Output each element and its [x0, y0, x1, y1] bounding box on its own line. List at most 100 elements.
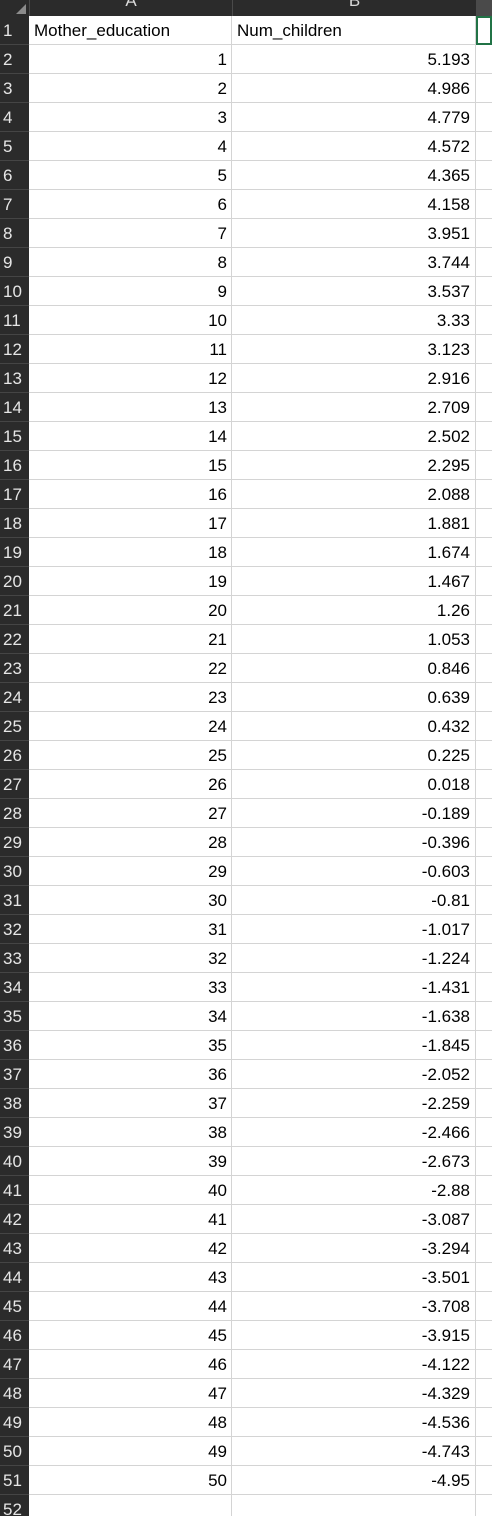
cell-column-c[interactable]: [476, 944, 492, 973]
cell-num-children[interactable]: 4.365: [232, 161, 476, 190]
cell-mother-education[interactable]: 39: [29, 1147, 232, 1176]
cell-mother-education[interactable]: 27: [29, 799, 232, 828]
cell-num-children[interactable]: -1.638: [232, 1002, 476, 1031]
cell-mother-education[interactable]: 20: [29, 596, 232, 625]
selected-cell[interactable]: [476, 16, 492, 45]
row-header[interactable]: 29: [0, 828, 29, 857]
cell-mother-education[interactable]: 11: [29, 335, 232, 364]
cell-column-c[interactable]: [476, 74, 492, 103]
row-header[interactable]: 15: [0, 422, 29, 451]
cell-column-c[interactable]: [476, 451, 492, 480]
cell-mother-education[interactable]: 29: [29, 857, 232, 886]
cell-column-c[interactable]: [476, 654, 492, 683]
cell-mother-education[interactable]: 14: [29, 422, 232, 451]
cell-mother-education[interactable]: 49: [29, 1437, 232, 1466]
row-header[interactable]: 41: [0, 1176, 29, 1205]
row-header[interactable]: 1: [0, 16, 29, 45]
row-header[interactable]: 9: [0, 248, 29, 277]
row-header[interactable]: 36: [0, 1031, 29, 1060]
cell-column-c[interactable]: [476, 1321, 492, 1350]
cell-mother-education[interactable]: 3: [29, 103, 232, 132]
column-header-a[interactable]: A: [29, 0, 232, 16]
cell-num-children[interactable]: -2.052: [232, 1060, 476, 1089]
cell-column-c[interactable]: [476, 1205, 492, 1234]
row-header[interactable]: 6: [0, 161, 29, 190]
cell-num-children[interactable]: -1.845: [232, 1031, 476, 1060]
cell-column-c[interactable]: [476, 1466, 492, 1495]
cell-column-c[interactable]: [476, 857, 492, 886]
row-header[interactable]: 18: [0, 509, 29, 538]
row-header[interactable]: 33: [0, 944, 29, 973]
cell-mother-education[interactable]: 21: [29, 625, 232, 654]
row-header[interactable]: 45: [0, 1292, 29, 1321]
cell-num-children[interactable]: 4.572: [232, 132, 476, 161]
cell-mother-education[interactable]: 22: [29, 654, 232, 683]
cell-column-c[interactable]: [476, 973, 492, 1002]
cell-mother-education[interactable]: 45: [29, 1321, 232, 1350]
cell-mother-education[interactable]: 47: [29, 1379, 232, 1408]
cell-mother-education[interactable]: 6: [29, 190, 232, 219]
cell-num-children[interactable]: 0.225: [232, 741, 476, 770]
row-header[interactable]: 35: [0, 1002, 29, 1031]
cell-mother-education[interactable]: 18: [29, 538, 232, 567]
cell-column-c[interactable]: [476, 1234, 492, 1263]
row-header[interactable]: 21: [0, 596, 29, 625]
row-header[interactable]: 14: [0, 393, 29, 422]
cell-mother-education[interactable]: 23: [29, 683, 232, 712]
cell-mother-education[interactable]: 4: [29, 132, 232, 161]
cell-num-children[interactable]: 3.951: [232, 219, 476, 248]
row-header[interactable]: 7: [0, 190, 29, 219]
cell-column-c[interactable]: [476, 828, 492, 857]
cell-num-children[interactable]: 3.33: [232, 306, 476, 335]
cell-num-children[interactable]: 0.018: [232, 770, 476, 799]
cell-num-children[interactable]: 2.295: [232, 451, 476, 480]
cell-column-c[interactable]: [476, 1350, 492, 1379]
cell-mother-education[interactable]: 15: [29, 451, 232, 480]
cell-column-c[interactable]: [476, 741, 492, 770]
cell-column-c[interactable]: [476, 132, 492, 161]
cell-mother-education[interactable]: 13: [29, 393, 232, 422]
row-header[interactable]: 39: [0, 1118, 29, 1147]
cell-mother-education[interactable]: 31: [29, 915, 232, 944]
row-header[interactable]: 40: [0, 1147, 29, 1176]
cell-num-children[interactable]: -0.396: [232, 828, 476, 857]
row-header[interactable]: 38: [0, 1089, 29, 1118]
cell-column-c[interactable]: [476, 248, 492, 277]
row-header[interactable]: 13: [0, 364, 29, 393]
cell-num-children[interactable]: -4.329: [232, 1379, 476, 1408]
cell-column-c[interactable]: [476, 625, 492, 654]
cell-column-c[interactable]: [476, 364, 492, 393]
cell-column-c[interactable]: [476, 393, 492, 422]
cell-num-children[interactable]: 0.432: [232, 712, 476, 741]
row-header[interactable]: 43: [0, 1234, 29, 1263]
cell-num-children[interactable]: 4.779: [232, 103, 476, 132]
cell-column-c[interactable]: [476, 1002, 492, 1031]
row-header[interactable]: 12: [0, 335, 29, 364]
cell-column-c[interactable]: [476, 1147, 492, 1176]
cell-num-children[interactable]: -4.122: [232, 1350, 476, 1379]
cell-mother-education[interactable]: 28: [29, 828, 232, 857]
cell-num-children[interactable]: 1.26: [232, 596, 476, 625]
row-header[interactable]: 24: [0, 683, 29, 712]
row-header[interactable]: 50: [0, 1437, 29, 1466]
cell-num-children[interactable]: -3.087: [232, 1205, 476, 1234]
row-header[interactable]: 3: [0, 74, 29, 103]
cell-num-children[interactable]: 0.846: [232, 654, 476, 683]
row-header[interactable]: 23: [0, 654, 29, 683]
cell-mother-education[interactable]: 7: [29, 219, 232, 248]
row-header[interactable]: 31: [0, 886, 29, 915]
row-header[interactable]: 47: [0, 1350, 29, 1379]
cell-num-children[interactable]: -0.81: [232, 886, 476, 915]
cell-num-children-header[interactable]: Num_children: [232, 16, 476, 45]
row-header[interactable]: 10: [0, 277, 29, 306]
cell-column-c[interactable]: [476, 480, 492, 509]
cell-num-children[interactable]: 2.916: [232, 364, 476, 393]
cell-column-c[interactable]: [476, 509, 492, 538]
cell-mother-education[interactable]: 24: [29, 712, 232, 741]
cell-num-children[interactable]: -2.673: [232, 1147, 476, 1176]
cell-column-c[interactable]: [476, 770, 492, 799]
cell-column-c[interactable]: [476, 1176, 492, 1205]
cell-column-c[interactable]: [476, 45, 492, 74]
row-header[interactable]: 17: [0, 480, 29, 509]
cell-num-children[interactable]: 2.088: [232, 480, 476, 509]
